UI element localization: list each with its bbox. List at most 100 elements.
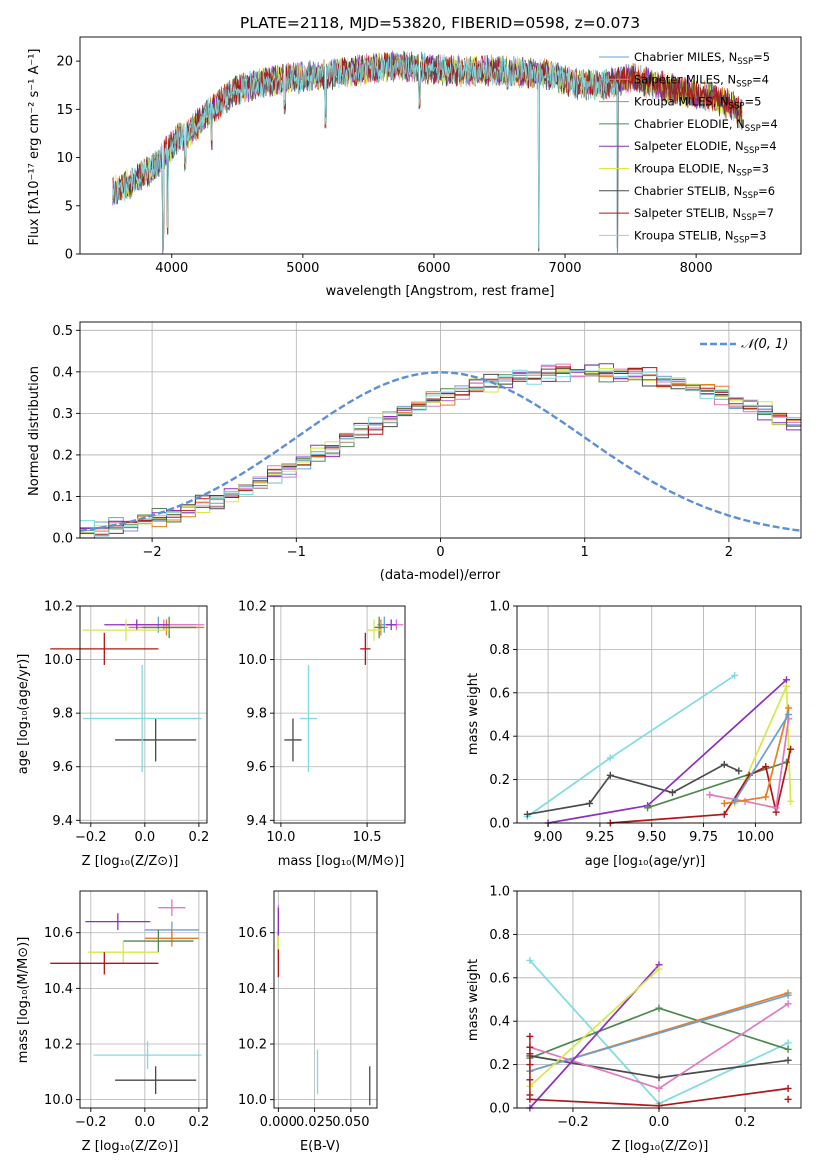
mass_weight_vs_Z-ytick-label: 0.8 <box>489 928 510 943</box>
residuals-xtick-label: 2 <box>725 545 733 560</box>
spectrum-xtick-label: 5000 <box>286 261 319 276</box>
spectrum-xlabel: wavelength [Angstrom, rest frame] <box>326 284 555 299</box>
ageZ-axes: −0.2 0.0 0.2 9.4 9.6 9.8 10.0 10.2 <box>44 600 209 846</box>
residual-histogram-step <box>80 369 801 537</box>
mass-weight-line <box>733 714 790 802</box>
mass-vs-metallicity-panel: Z [log₁₀(Z/Z⊙)] mass [log₁₀(M/M⊙)] −0.2 0… <box>16 890 210 1154</box>
mass_vs_Z-xtick-label: 0.2 <box>189 1115 210 1130</box>
massZ-axes: −0.2 0.0 0.2 10.0 10.2 10.4 10.6 <box>44 890 210 1130</box>
spectrum-series-line <box>112 51 743 253</box>
spectrum-legend-label: Kroupa STELIB, NSSP=3 <box>634 228 766 245</box>
residuals-axes: −2 −1 0 1 2 0.0 0.1 0.2 0.3 0.4 0.5 <box>52 321 802 560</box>
spectrum-legend-label: Salpeter STELIB, NSSP=7 <box>634 206 774 223</box>
mass_weight_vs_age-ytick-label: 0.8 <box>489 643 510 658</box>
mass-weight-vs-metallicity-panel: Z [log₁₀(Z/Z⊙)] mass weight −0.2 0.0 0.2 0.… <box>466 885 802 1154</box>
mass-vs-ebv-panel: E(B-V) 0.000 0.025 0.050 10.0 10.2 10.4 10.6 <box>238 890 378 1154</box>
age_vs_mass-xtick-label: 10.5 <box>353 830 382 845</box>
mass_weight_vs_Z-ytick-label: 0.2 <box>489 1058 510 1073</box>
spectrum-ytick-label: 0 <box>65 248 73 263</box>
residuals-xtick-label: −1 <box>287 545 306 560</box>
spectrum-ytick-label: 10 <box>56 151 73 166</box>
mass_vs_ebv-ytick-label: 10.0 <box>238 1093 267 1108</box>
age_vs_mass-xtick-label: 10.0 <box>266 830 295 845</box>
spectrum-axes: 4000 5000 6000 7000 8000 0 5 10 15 20 <box>56 36 802 276</box>
mass_weight_vs_Z-ytick-label: 1.0 <box>489 885 510 900</box>
mass_vs_Z-xtick-label: −0.2 <box>75 1115 107 1130</box>
mass_vs_ebv-ytick-label: 10.2 <box>238 1038 267 1053</box>
mass_weight_vs_age-ytick-label: 0.4 <box>489 730 510 745</box>
spectrum-legend-label: Salpeter MILES, NSSP=4 <box>634 72 769 89</box>
age-vs-mass-panel: mass [log₁₀(M/M⊙)] 10.0 10.59.49.69.810.0… <box>238 600 406 869</box>
spectrum-ytick-label: 15 <box>56 103 73 118</box>
mass-weight-line <box>709 718 790 809</box>
spectrum-panel: PLATE=2118, MJD=53820, FIBERID=0598, z=0… <box>27 14 802 299</box>
mass_weight_vs_Z-ytick-label: 0.4 <box>489 1015 510 1030</box>
massZ-xlabel: Z [log₁₀(Z/Z⊙)] <box>82 1139 179 1154</box>
age_vs_Z-xtick-label: 0.0 <box>135 830 156 845</box>
ageM-xlabel: mass [log₁₀(M/M⊙)] <box>278 854 405 869</box>
spectrum-series-line <box>112 53 618 254</box>
residuals-xtick-label: 0 <box>436 545 444 560</box>
age_vs_Z-xtick-label: −0.2 <box>75 830 107 845</box>
massZ-plot-area <box>50 891 207 1108</box>
mass-weight-vs-age-panel: age [log₁₀(age/yr)] mass weight 9.00 9.25… <box>466 600 802 869</box>
normal-legend-label: 𝒩(0, 1) <box>741 337 788 352</box>
mass_weight_vs_age-ytick-label: 0.2 <box>489 773 510 788</box>
mwZ-ylabel: mass weight <box>466 959 481 1041</box>
spectrum-xtick-label: 4000 <box>155 261 188 276</box>
residuals-panel: (data-model)/error Normed distribution −… <box>27 321 802 583</box>
age_vs_Z-ytick-label: 9.8 <box>52 707 73 722</box>
age_vs_mass-ytick-label: 9.8 <box>246 707 267 722</box>
mass_vs_Z-frame <box>79 890 208 1109</box>
age_vs_mass-ytick-label: 9.4 <box>246 814 267 829</box>
mass-weight-line <box>647 761 787 809</box>
spectrum-legend: Chabrier MILES, NSSP=5 Salpeter MILES, NS… <box>599 50 778 245</box>
mass_weight_vs_age-frame <box>516 605 802 824</box>
spectrum-ylabel: Flux [fλ10⁻¹⁷ erg cm⁻² s⁻¹ A⁻¹] <box>27 49 42 246</box>
mwA-ylabel: mass weight <box>466 673 481 755</box>
residuals-xtick-label: −2 <box>143 545 162 560</box>
mwA-plot-area <box>517 605 801 827</box>
mass_vs_Z-ytick-label: 10.6 <box>44 926 73 941</box>
mass_weight_vs_Z-ytick-label: 0.6 <box>489 971 510 986</box>
age_vs_Z-ytick-label: 9.6 <box>52 760 73 775</box>
residuals-xtick-label: 1 <box>581 545 589 560</box>
spectrum-ytick-label: 20 <box>56 55 73 70</box>
spectrum-frame <box>79 36 802 255</box>
mass_vs_Z-ytick-label: 10.0 <box>44 1093 73 1108</box>
age_vs_Z-frame <box>79 605 208 824</box>
mass_vs_ebv-xtick-label: 0.050 <box>332 1115 369 1130</box>
mass_weight_vs_age-xtick-label: 9.75 <box>689 830 718 845</box>
mass_weight_vs_age-ytick-label: 1.0 <box>489 600 510 615</box>
mass_weight_vs_Z-xtick-label: 0.2 <box>735 1115 756 1130</box>
age_vs_Z-ytick-label: 9.4 <box>52 814 73 829</box>
spectrum-legend-label: Kroupa MILES, NSSP=5 <box>634 95 761 112</box>
mass_weight_vs_Z-ytick-label: 0.0 <box>489 1102 510 1117</box>
massE-plot-area <box>274 891 377 1108</box>
mwA-axes: 9.00 9.25 9.50 9.75 10.00 0.0 0.2 0.4 0.6 0.8 1.0 <box>489 600 802 845</box>
spectrum-ytick-label: 5 <box>65 199 73 214</box>
ageZ-ylabel: age [log₁₀(age/yr)] <box>16 654 31 775</box>
age_vs_mass-ytick-label: 10.0 <box>238 653 267 668</box>
mass_vs_ebv-ytick-label: 10.6 <box>238 926 267 941</box>
age_vs_Z-ytick-label: 10.2 <box>44 600 73 615</box>
spectrum-title: PLATE=2118, MJD=53820, FIBERID=0598, z=0… <box>240 14 640 32</box>
mass_vs_ebv-xtick-label: 0.025 <box>296 1115 333 1130</box>
mass_vs_Z-ytick-label: 10.2 <box>44 1038 73 1053</box>
residuals-ytick-label: 0.1 <box>52 490 73 505</box>
spectrum-legend-label: Kroupa ELODIE, NSSP=3 <box>634 162 769 179</box>
mass_weight_vs_Z-xtick-label: −0.2 <box>557 1115 589 1130</box>
mass_weight_vs_Z-xtick-label: 0.0 <box>649 1115 670 1130</box>
age-vs-metallicity-panel: Z [log₁₀(Z/Z⊙)] age [log₁₀(age/yr)] −0.2… <box>16 600 209 870</box>
residuals-ytick-label: 0.5 <box>52 324 73 339</box>
mass_vs_ebv-frame <box>273 890 378 1109</box>
mass-weight-line <box>529 994 789 1072</box>
mass-weight-line <box>527 763 740 816</box>
normal-curve <box>79 371 802 532</box>
mass_vs_ebv-ytick-label: 10.4 <box>238 982 267 997</box>
mass_weight_vs_age-ytick-label: 0.0 <box>489 817 510 832</box>
ageM-axes: 10.0 10.5 9.4 9.6 9.8 10.0 10.2 <box>238 600 406 845</box>
spectrum-xtick-label: 7000 <box>548 261 581 276</box>
residuals-ytick-label: 0.0 <box>52 532 73 547</box>
